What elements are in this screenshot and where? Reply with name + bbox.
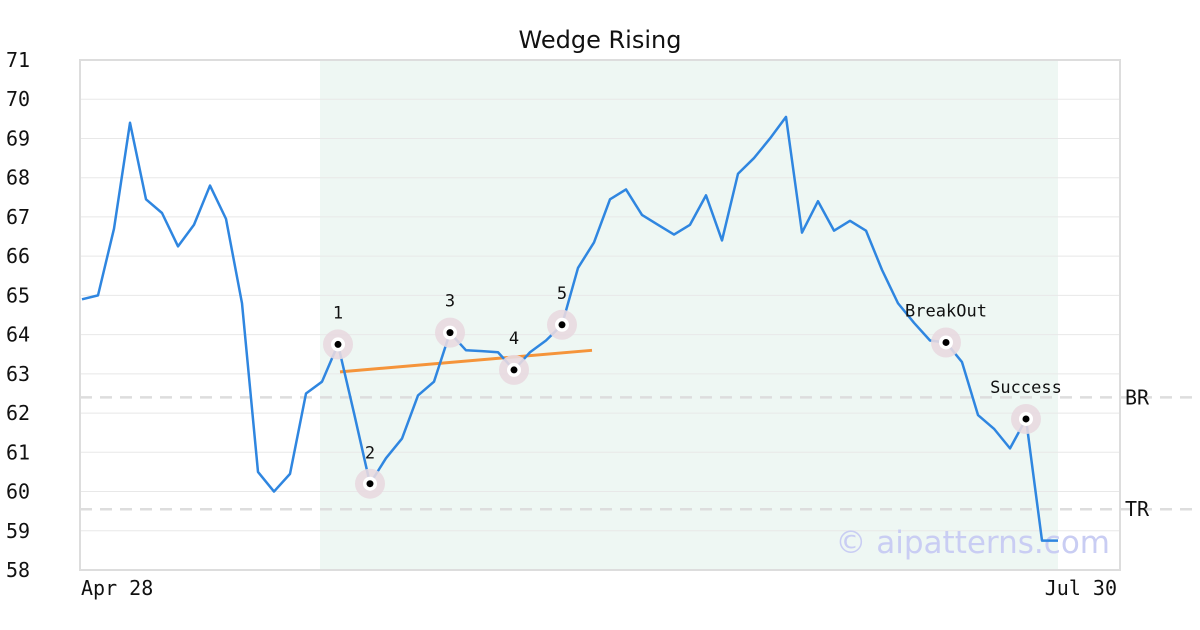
point-label: 5 — [557, 284, 567, 304]
point-label: 4 — [509, 329, 519, 349]
y-tick-label: 64 — [6, 323, 30, 347]
y-tick-label: 62 — [6, 401, 30, 425]
reference-line-label: BR — [1125, 385, 1150, 409]
highlight-band — [320, 60, 1058, 570]
y-tick-label: 70 — [6, 87, 30, 111]
y-tick-label: 61 — [6, 440, 30, 464]
point-dot — [942, 338, 950, 346]
pattern-point-breakout: BreakOut — [905, 301, 987, 358]
watermark: © aipatterns.com — [835, 525, 1110, 561]
pattern-point-2: 2 — [355, 444, 385, 499]
point-dot — [510, 366, 518, 374]
point-dot — [334, 340, 342, 348]
reference-lines: BR TR — [80, 385, 1200, 521]
pattern-highlight-region — [320, 60, 1058, 570]
gridlines — [80, 98, 1120, 532]
y-tick-label: 67 — [6, 205, 30, 229]
pattern-point-5: 5 — [547, 284, 577, 340]
y-tick-label: 66 — [6, 244, 30, 268]
pattern-point-4: 4 — [499, 329, 529, 385]
point-label: 2 — [365, 444, 375, 464]
point-label: Success — [990, 378, 1062, 398]
price-line — [81, 115, 1058, 542]
price-line-layer — [81, 115, 1058, 542]
y-tick-label: 65 — [6, 283, 30, 307]
point-label: 1 — [333, 303, 343, 323]
x-tick-label-end: Jul 30 — [1045, 576, 1117, 600]
chart-title: Wedge Rising — [519, 26, 682, 54]
wedge-trendline — [339, 348, 593, 374]
y-tick-label: 69 — [6, 126, 30, 150]
pattern-points: 1 2 3 4 5 BreakOut Success — [323, 284, 1062, 499]
y-tick-label: 68 — [6, 166, 30, 190]
x-tick-label-start: Apr 28 — [81, 576, 153, 600]
plot-border — [79, 59, 1121, 571]
y-tick-label: 59 — [6, 519, 30, 543]
trendline-layer — [339, 348, 593, 374]
y-tick-label: 58 — [6, 558, 30, 582]
y-axis-tick-labels: 58 59 60 61 62 63 64 65 66 67 68 69 70 71 — [6, 48, 30, 582]
pattern-point-3: 3 — [435, 292, 465, 348]
y-tick-label: 71 — [6, 48, 30, 72]
point-label: BreakOut — [905, 301, 987, 321]
reference-line-label: TR — [1125, 497, 1150, 521]
point-dot — [366, 480, 374, 488]
point-dot — [446, 329, 454, 337]
pattern-point-1: 1 — [323, 303, 353, 360]
pattern-point-success: Success — [990, 378, 1062, 434]
point-dot — [1022, 415, 1030, 423]
y-tick-label: 63 — [6, 362, 30, 386]
y-tick-label: 60 — [6, 480, 30, 504]
point-dot — [558, 321, 566, 329]
point-label: 3 — [445, 292, 455, 312]
